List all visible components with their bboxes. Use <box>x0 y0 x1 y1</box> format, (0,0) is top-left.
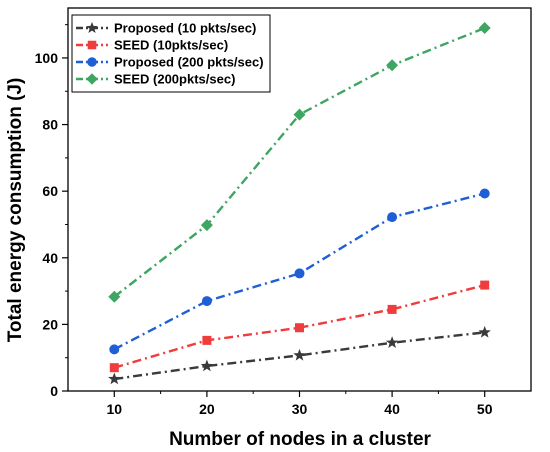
legend-item: SEED (200pkts/sec) <box>76 72 235 87</box>
data-point <box>293 108 306 121</box>
series-2 <box>109 188 490 355</box>
series-line <box>114 331 485 381</box>
data-point <box>86 21 98 33</box>
series-1 <box>109 280 490 373</box>
data-point <box>200 219 213 232</box>
legend-label: SEED (10pkts/sec) <box>114 38 228 53</box>
y-axis-title: Total energy consumption (J) <box>5 78 26 343</box>
x-axis-title: Number of nodes in a cluster <box>169 429 431 450</box>
data-point <box>386 59 399 72</box>
series-3 <box>108 21 491 303</box>
data-point <box>295 323 304 333</box>
legend-label: SEED (200pkts/sec) <box>114 72 235 87</box>
data-point <box>109 363 119 373</box>
legend-label: Proposed (10 pkts/sec) <box>114 21 256 36</box>
x-tick-label: 40 <box>384 401 400 417</box>
x-tick-label: 30 <box>292 401 308 417</box>
legend-label: Proposed (200 pkts/sec) <box>114 55 264 70</box>
data-point <box>294 268 305 279</box>
y-tick-label: 100 <box>35 50 59 66</box>
series-0 <box>108 325 491 385</box>
data-point <box>202 335 212 345</box>
data-point <box>201 296 212 307</box>
data-point <box>200 359 214 372</box>
legend-item: Proposed (10 pkts/sec) <box>76 21 256 36</box>
data-point <box>109 344 120 355</box>
x-tick-label: 50 <box>477 401 493 417</box>
y-tick-label: 0 <box>50 383 58 399</box>
legend-item: Proposed (200 pkts/sec) <box>76 55 264 70</box>
y-tick-label: 20 <box>42 316 58 332</box>
data-point <box>478 325 491 338</box>
x-tick-label: 20 <box>199 401 215 417</box>
plot-area: 10 20 30 40 50 0 20 40 60 80 100 Proposed (10 pkts/… <box>35 7 532 417</box>
data-point <box>86 73 98 85</box>
legend-item: SEED (10pkts/sec) <box>76 38 228 53</box>
data-point <box>385 336 399 348</box>
data-point <box>479 188 490 199</box>
legend: Proposed (10 pkts/sec) SEED (10pkts/sec) P… <box>71 14 271 93</box>
legend-box <box>71 14 271 93</box>
y-tick-label: 80 <box>42 117 58 133</box>
data-point <box>87 40 97 50</box>
y-tick-label: 40 <box>42 250 58 266</box>
y-tick-label: 60 <box>42 183 58 199</box>
data-point <box>387 304 397 314</box>
data-point <box>108 290 121 303</box>
data-point <box>108 372 121 385</box>
x-tick-label: 10 <box>107 401 123 417</box>
data-point <box>87 57 97 67</box>
data-point <box>387 212 398 223</box>
data-point <box>293 348 306 361</box>
data-point <box>478 21 491 34</box>
data-point <box>480 280 490 290</box>
